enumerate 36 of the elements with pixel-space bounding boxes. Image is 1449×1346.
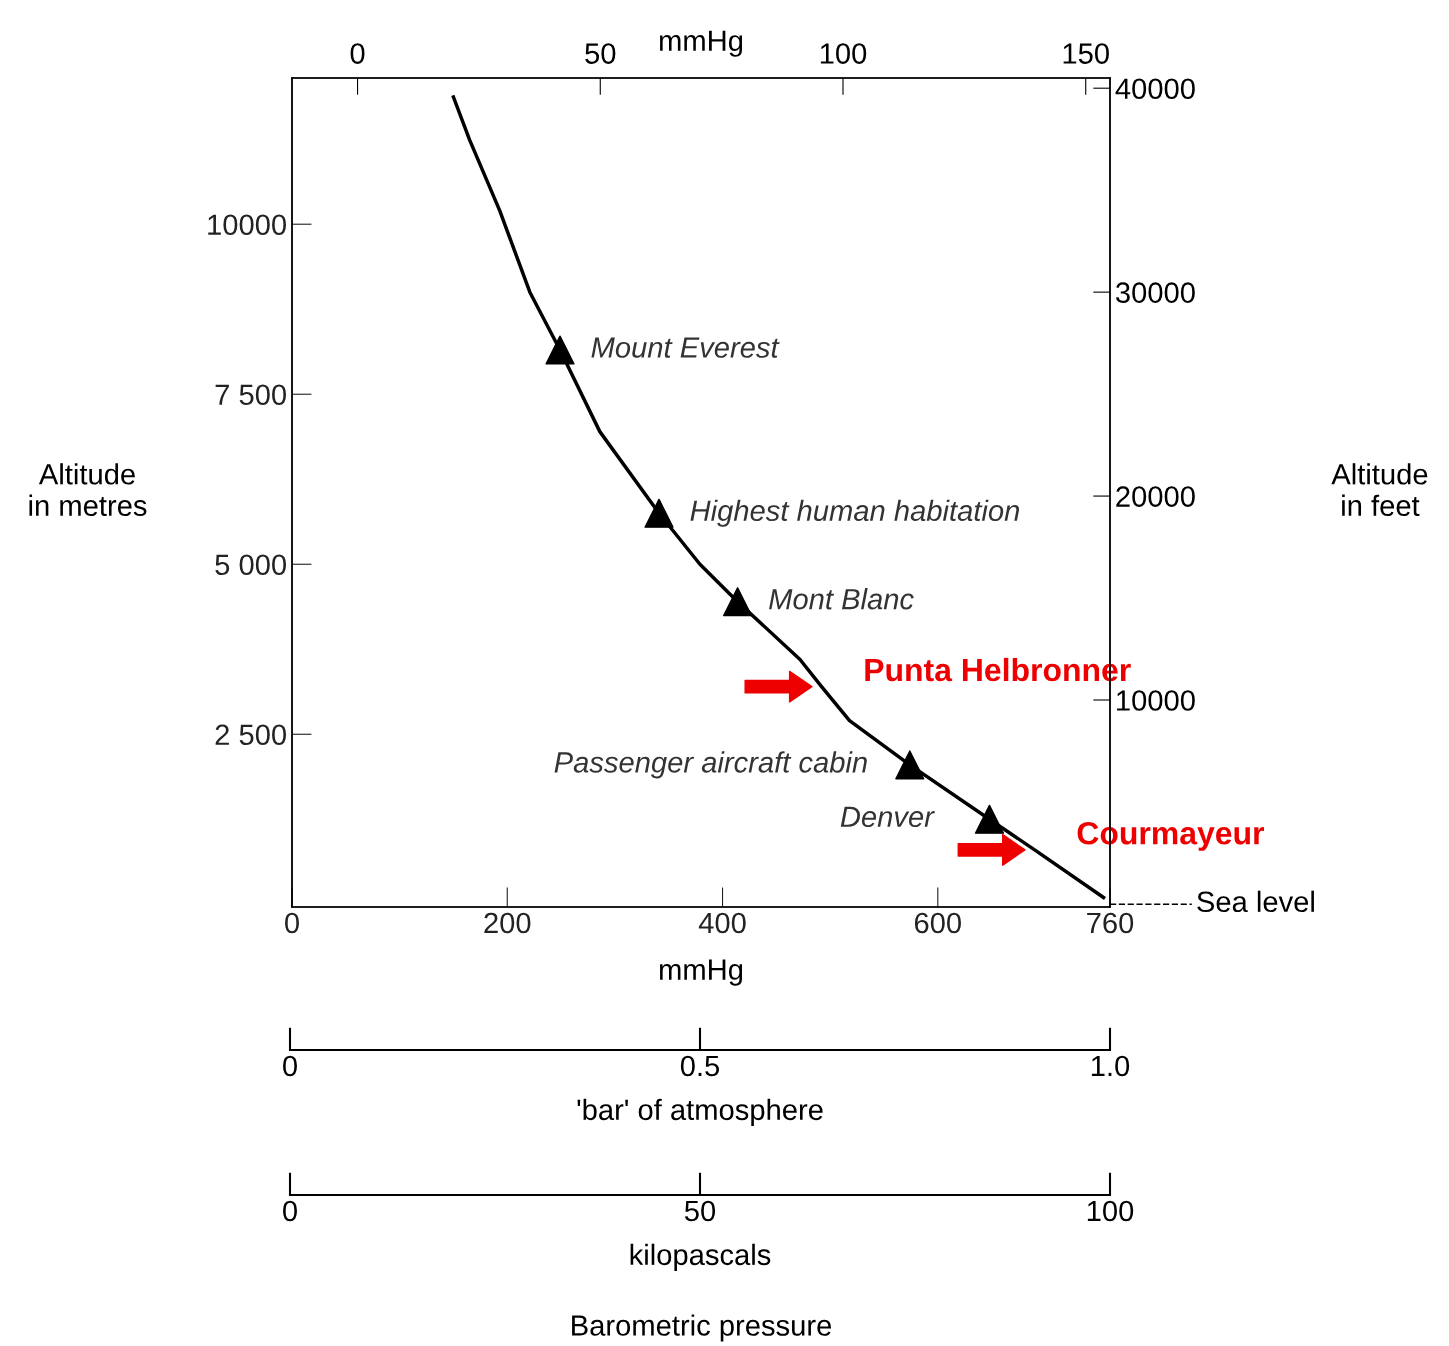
y2-tick-label: 20000 bbox=[1116, 486, 1195, 507]
category-label: 50 bbox=[684, 1200, 716, 1222]
category-label: 0 bbox=[283, 1200, 297, 1222]
y-tick-label: 5 000 bbox=[215, 554, 287, 576]
annotation: Denver bbox=[840, 806, 935, 828]
category-label: 0.5 bbox=[680, 1055, 720, 1077]
category-label: 1.0 bbox=[1091, 1055, 1130, 1077]
y2-tick-label: 40000 bbox=[1115, 78, 1195, 100]
x2-tick-label: 100 bbox=[820, 43, 867, 64]
x2-tick-label: 150 bbox=[1063, 43, 1109, 64]
text: 'bar' of atmosphere bbox=[577, 1098, 823, 1126]
y-tick-label: 10000 bbox=[208, 214, 287, 236]
y-tick-label: 2 500 bbox=[215, 724, 287, 746]
annotation: Mont Blanc bbox=[769, 588, 914, 610]
x-tick-label: 200 bbox=[484, 912, 531, 934]
ref-line-label: Sea level bbox=[1197, 890, 1314, 913]
y2-axis-title: Altitude in feet bbox=[1331, 463, 1428, 517]
text: Barometric pressure bbox=[572, 1314, 832, 1342]
y2-tick-label: 10000 bbox=[1117, 690, 1195, 711]
x-tick-label: 600 bbox=[914, 912, 961, 934]
y2-tick-label: 30000 bbox=[1115, 282, 1195, 303]
x2-tick-label: 50 bbox=[585, 43, 616, 64]
annotation: Mount Everest bbox=[591, 337, 780, 358]
annotation: Highest human habitation bbox=[690, 499, 1020, 527]
x2-tick-label: 0 bbox=[350, 43, 365, 64]
category-label: 100 bbox=[1087, 1200, 1134, 1222]
annotation: Passenger aircraft cabin bbox=[554, 751, 867, 779]
category-label: 0 bbox=[283, 1055, 297, 1077]
x2-axis-title: mmHg bbox=[660, 30, 743, 57]
y-axis-title: Altitude in metres bbox=[29, 463, 147, 517]
x-tick-label: 400 bbox=[698, 912, 746, 934]
text: kilopascals bbox=[630, 1243, 771, 1271]
x-axis-title: mmHg bbox=[660, 959, 743, 986]
x-tick-label: 760 bbox=[1087, 912, 1134, 934]
y-tick-label: 7 500 bbox=[215, 384, 287, 406]
x-tick-label: 0 bbox=[285, 912, 299, 934]
